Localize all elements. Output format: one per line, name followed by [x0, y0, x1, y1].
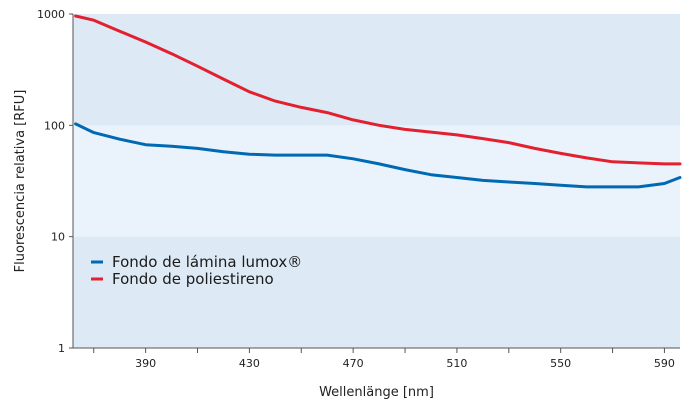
legend: Fondo de lámina lumox®Fondo de poliestir…: [91, 253, 302, 288]
y-ticks: 1 10 100 1000: [37, 8, 73, 355]
x-tick-label: 470: [343, 357, 364, 370]
x-tick-label: 390: [135, 357, 156, 370]
x-tick-label: 550: [550, 357, 571, 370]
x-tick-label: 430: [239, 357, 260, 370]
series-layer: [74, 14, 682, 189]
legend-label: Fondo de lámina lumox®: [112, 253, 302, 271]
x-axis-label: Wellenlänge [nm]: [319, 385, 434, 400]
y-tick-label: 10: [51, 231, 65, 244]
plot-band-10-100: [73, 125, 680, 237]
y-tick-label: 100: [44, 119, 65, 132]
legend-label: Fondo de poliestireno: [112, 270, 274, 288]
axes: [72, 14, 680, 349]
series-line-2: [74, 14, 682, 166]
x-tick-label: 590: [654, 357, 675, 370]
y-axis-label: Fluorescencia relativa [RFU]: [13, 90, 28, 273]
series-line-1: [74, 122, 682, 189]
background-bands: [73, 14, 680, 348]
y-tick-label: 1000: [37, 8, 65, 21]
y-tick-label: 1: [58, 342, 65, 355]
x-ticks: 390 430 470 510 550 590: [93, 348, 675, 370]
x-tick-label: 510: [446, 357, 467, 370]
